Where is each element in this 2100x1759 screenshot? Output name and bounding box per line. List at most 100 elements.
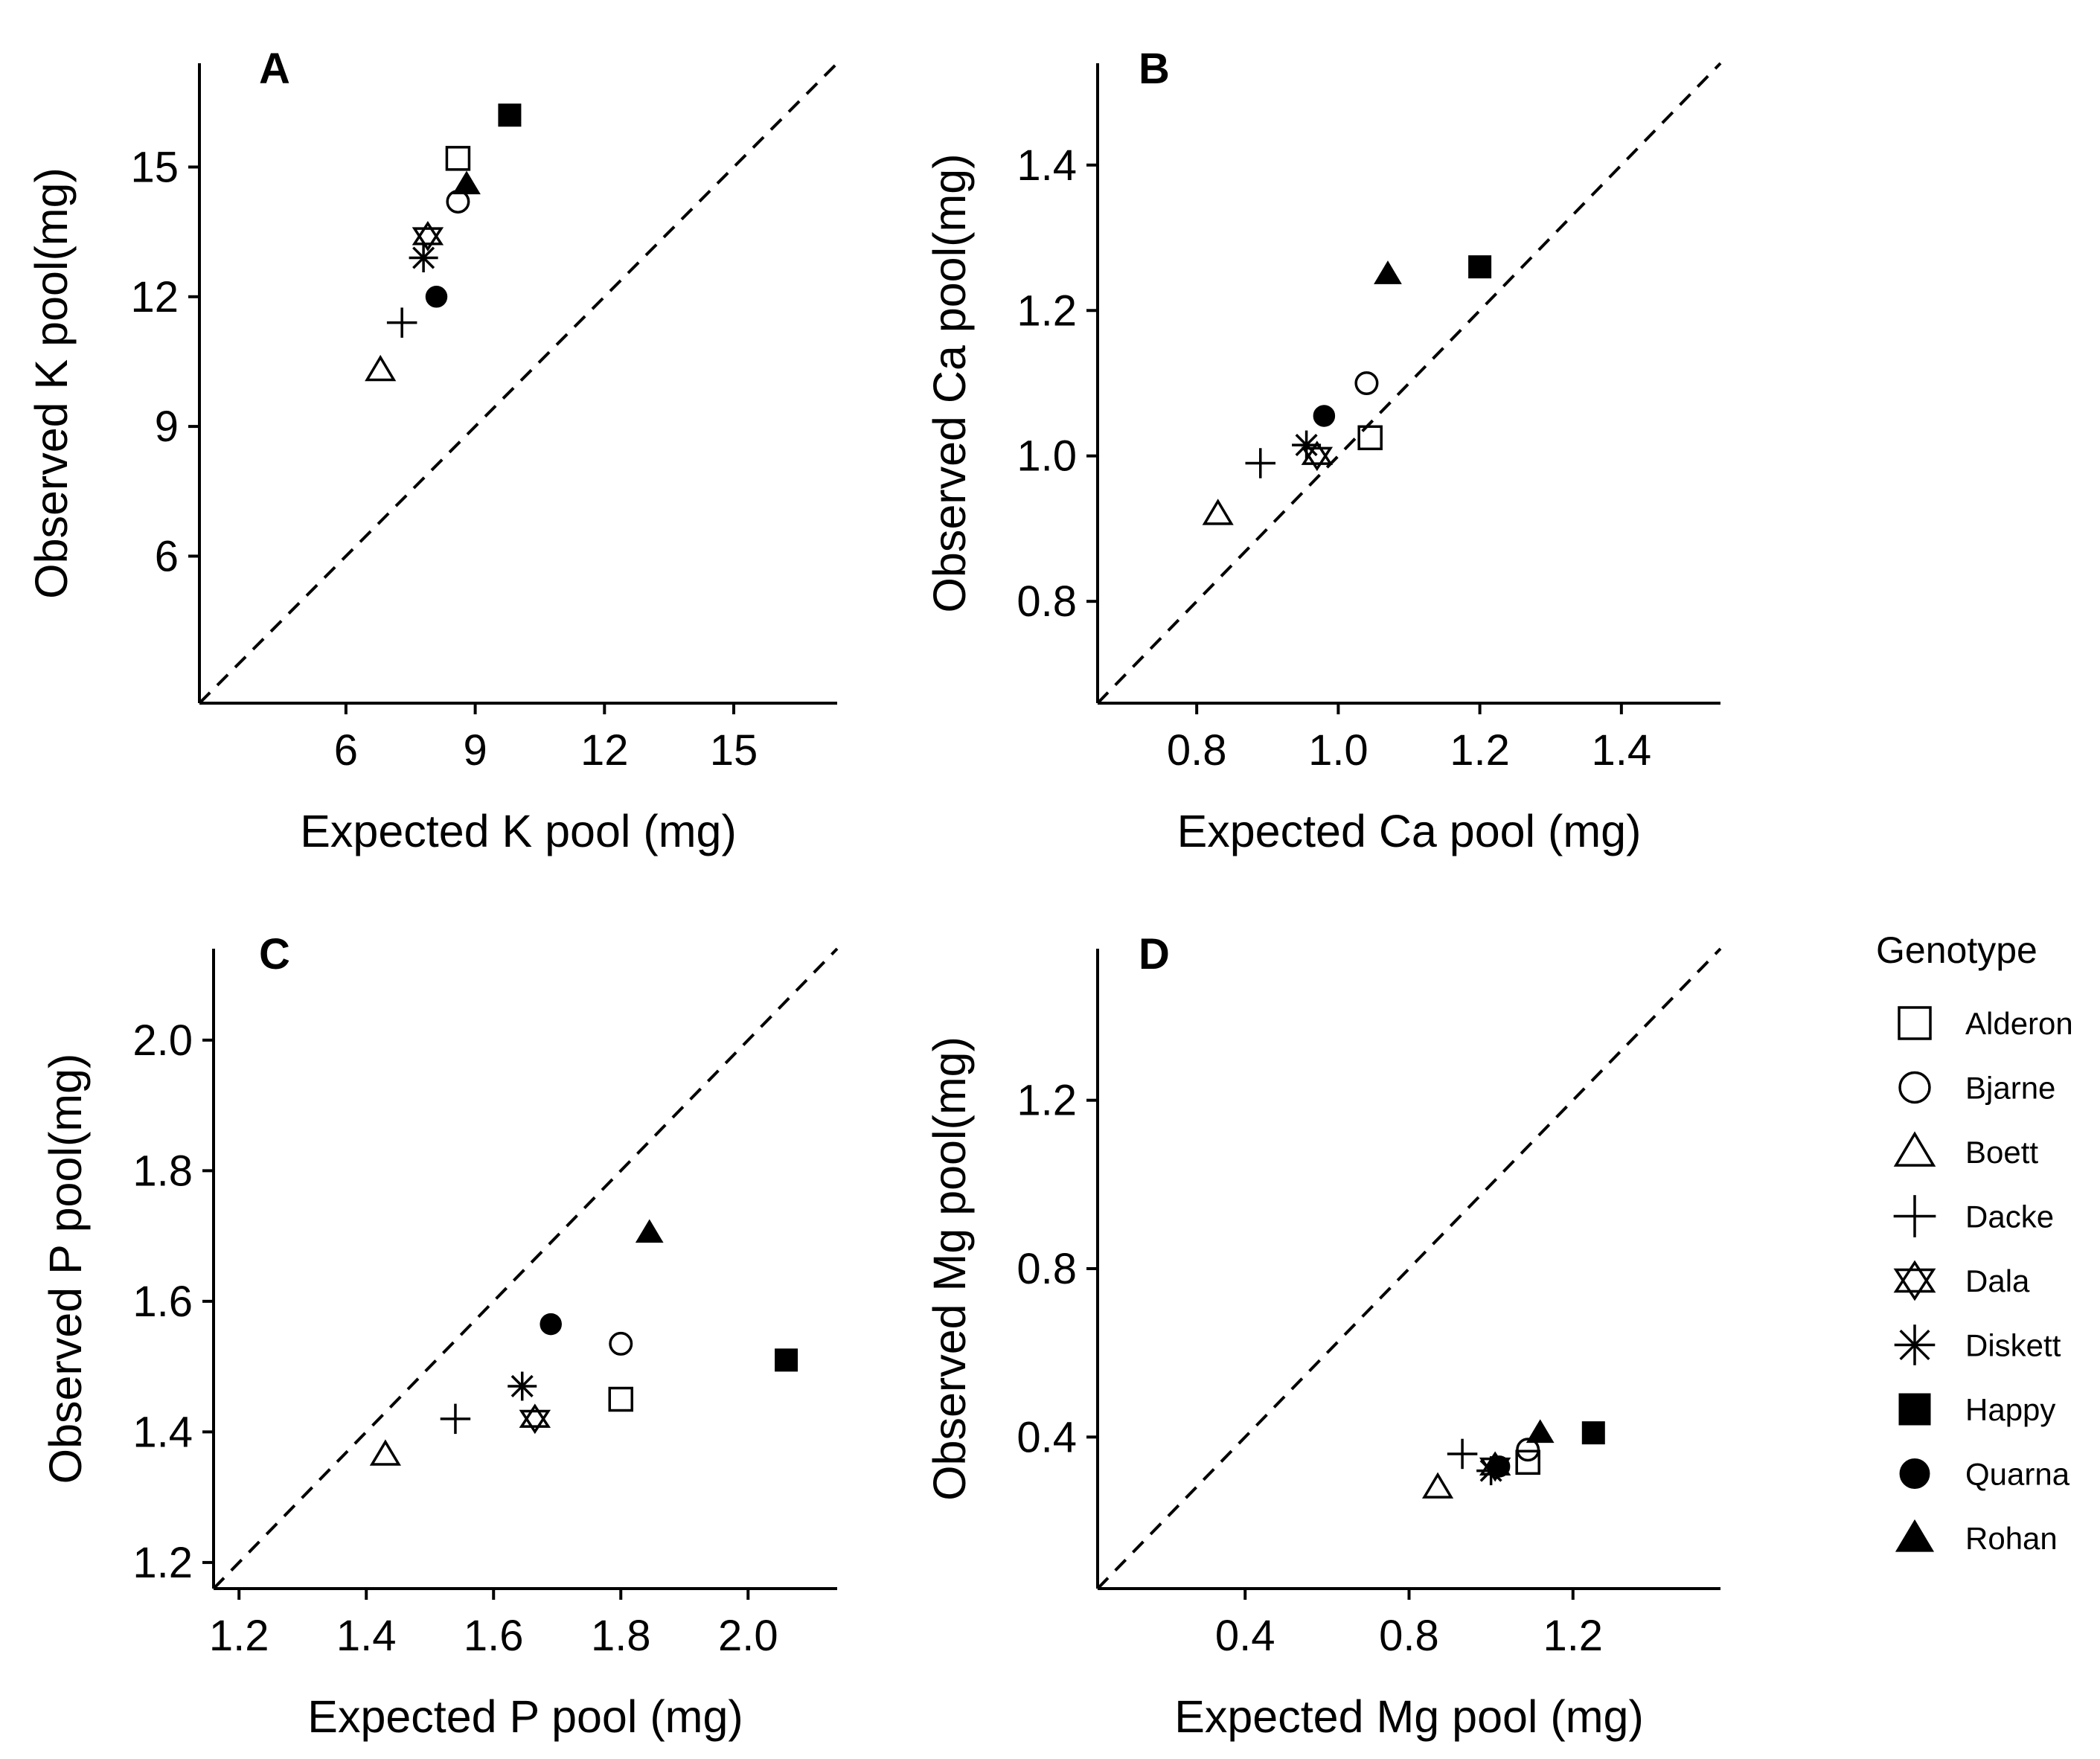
reference-line-1to1 bbox=[198, 62, 839, 705]
data-point-quarna bbox=[540, 1313, 562, 1336]
data-point-rohan bbox=[1526, 1419, 1555, 1444]
data-point-dacke bbox=[1245, 448, 1276, 478]
y-tick-label: 1.2 bbox=[132, 1539, 193, 1587]
y-tick-label: 0.8 bbox=[1017, 577, 1077, 626]
legend-item-dala: Dala bbox=[1893, 1260, 2030, 1301]
legend-item-quarna: Quarna bbox=[1899, 1457, 2070, 1492]
panel-letter: B bbox=[1139, 45, 1170, 93]
y-tick-label: 0.4 bbox=[1017, 1413, 1077, 1461]
data-point-bjarne bbox=[1516, 1438, 1540, 1462]
panel-d: 0.4 0.8 1.2 0.4 0.8 1.2 Expected Mg pool (mg) O… bbox=[924, 930, 1722, 1742]
reference-line-1to1 bbox=[212, 947, 839, 1590]
data-point-dala bbox=[1301, 440, 1334, 472]
y-tick-label: 2.0 bbox=[132, 1016, 193, 1065]
legend-title: Genotype bbox=[1876, 929, 2037, 971]
star-of-david-icon bbox=[1893, 1260, 1936, 1301]
x-tick-label: 0.8 bbox=[1167, 726, 1227, 775]
legend-item-bjarne: Bjarne bbox=[1898, 1071, 2055, 1106]
panel-b: 0.8 1.0 1.2 1.4 0.8 1.0 1.2 1.4 Expected Ca pool… bbox=[924, 45, 1722, 856]
data-point-bjarne bbox=[1354, 371, 1379, 395]
data-point-boett bbox=[1421, 1472, 1454, 1499]
x-tick-label: 1.0 bbox=[1308, 726, 1368, 775]
data-point-happy bbox=[498, 103, 522, 127]
x-tick-label: 1.8 bbox=[591, 1612, 651, 1660]
x-tick-label: 15 bbox=[710, 726, 758, 775]
plus-icon bbox=[1893, 1195, 1936, 1237]
panel-c: 1.2 1.4 1.6 1.8 2.0 1.2 1.4 1.6 1.8 2.0 Expected P… bbox=[40, 930, 839, 1742]
x-axis-label: Expected K pool (mg) bbox=[300, 806, 737, 856]
y-tick-label: 9 bbox=[155, 403, 179, 451]
legend-label: Alderon bbox=[1965, 1006, 2073, 1041]
x-tick-label: 2.0 bbox=[718, 1612, 778, 1660]
x-tick-label: 1.4 bbox=[1592, 726, 1652, 775]
data-point-dacke bbox=[386, 307, 417, 338]
data-point-alderon bbox=[1515, 1449, 1540, 1476]
x-tick-label: 9 bbox=[463, 726, 487, 775]
y-tick-label: 0.8 bbox=[1017, 1245, 1077, 1293]
data-point-bjarne bbox=[609, 1331, 633, 1356]
data-point-rohan bbox=[635, 1219, 664, 1243]
x-axis-label: Expected Ca pool (mg) bbox=[1177, 806, 1642, 856]
data-point-dala bbox=[519, 1403, 551, 1435]
y-tick-label: 1.4 bbox=[132, 1408, 193, 1456]
legend-item-dacke: Dacke bbox=[1893, 1195, 2054, 1237]
data-point-diskett bbox=[409, 243, 438, 272]
reference-line-1to1 bbox=[1096, 62, 1722, 705]
x-tick-label: 6 bbox=[334, 726, 358, 775]
y-tick-label: 1.6 bbox=[132, 1278, 193, 1326]
data-point-alderon bbox=[608, 1386, 634, 1412]
y-tick-label: 1.4 bbox=[1017, 141, 1077, 190]
y-axis-label: Observed Mg pool(mg) bbox=[924, 1037, 975, 1501]
y-axis-label: Observed P pool(mg) bbox=[40, 1054, 91, 1484]
legend-label: Dala bbox=[1965, 1263, 2030, 1298]
y-tick-label: 12 bbox=[130, 273, 179, 321]
x-tick-label: 1.2 bbox=[1450, 726, 1510, 775]
y-tick-label: 6 bbox=[155, 532, 179, 580]
y-axis-label: Observed Ca pool(mg) bbox=[924, 153, 975, 612]
data-point-diskett bbox=[508, 1371, 537, 1401]
legend-item-boett: Boett bbox=[1893, 1131, 2038, 1170]
open-square-icon bbox=[1898, 1006, 1932, 1040]
data-point-happy bbox=[1468, 255, 1492, 279]
legend-label: Diskett bbox=[1965, 1328, 2061, 1363]
data-point-dala bbox=[412, 220, 444, 251]
data-point-rohan bbox=[1374, 260, 1402, 284]
panel-letter: C bbox=[259, 930, 290, 978]
y-tick-label: 1.2 bbox=[1017, 1077, 1077, 1125]
data-point-happy bbox=[1581, 1421, 1605, 1445]
data-point-quarna bbox=[1313, 405, 1336, 427]
filled-square-icon bbox=[1898, 1393, 1931, 1426]
data-point-boett bbox=[365, 354, 397, 382]
x-tick-label: 0.4 bbox=[1215, 1612, 1275, 1660]
x-tick-label: 1.4 bbox=[336, 1612, 397, 1660]
legend-item-happy: Happy bbox=[1898, 1392, 2055, 1427]
data-point-boett bbox=[1202, 499, 1234, 525]
x-tick-label: 12 bbox=[580, 726, 629, 775]
x-axis-label: Expected Mg pool (mg) bbox=[1174, 1691, 1644, 1742]
y-tick-label: 1.0 bbox=[1017, 432, 1077, 481]
y-tick-label: 1.8 bbox=[132, 1147, 193, 1195]
legend-item-rohan: Rohan bbox=[1895, 1519, 2058, 1556]
open-circle-icon bbox=[1898, 1071, 1931, 1104]
panel-letter: A bbox=[259, 45, 290, 93]
legend: Genotype Alderon Bjarne Boett Dacke Dala Disk… bbox=[1876, 929, 2073, 1556]
legend-label: Boett bbox=[1965, 1135, 2038, 1170]
data-point-alderon bbox=[1357, 425, 1383, 451]
data-point-happy bbox=[775, 1348, 798, 1372]
data-point-quarna bbox=[1488, 1455, 1511, 1478]
data-point-rohan bbox=[452, 170, 481, 195]
x-tick-label: 1.2 bbox=[209, 1612, 269, 1660]
legend-item-diskett: Diskett bbox=[1894, 1324, 2061, 1365]
open-triangle-icon bbox=[1893, 1131, 1936, 1167]
y-tick-label: 1.2 bbox=[1017, 286, 1077, 335]
panel-a: 6 9 12 15 6 9 12 15 Expected K pool (mg) Observed… bbox=[26, 45, 839, 856]
data-point-dacke bbox=[440, 1403, 471, 1435]
data-point-diskett bbox=[1292, 430, 1322, 460]
x-axis-label: Expected P pool (mg) bbox=[307, 1691, 743, 1742]
y-axis-label: Observed K pool(mg) bbox=[26, 167, 77, 599]
legend-label: Dacke bbox=[1965, 1199, 2054, 1234]
x-tick-label: 0.8 bbox=[1379, 1612, 1439, 1660]
panel-letter: D bbox=[1139, 930, 1170, 978]
legend-label: Happy bbox=[1965, 1392, 2055, 1427]
